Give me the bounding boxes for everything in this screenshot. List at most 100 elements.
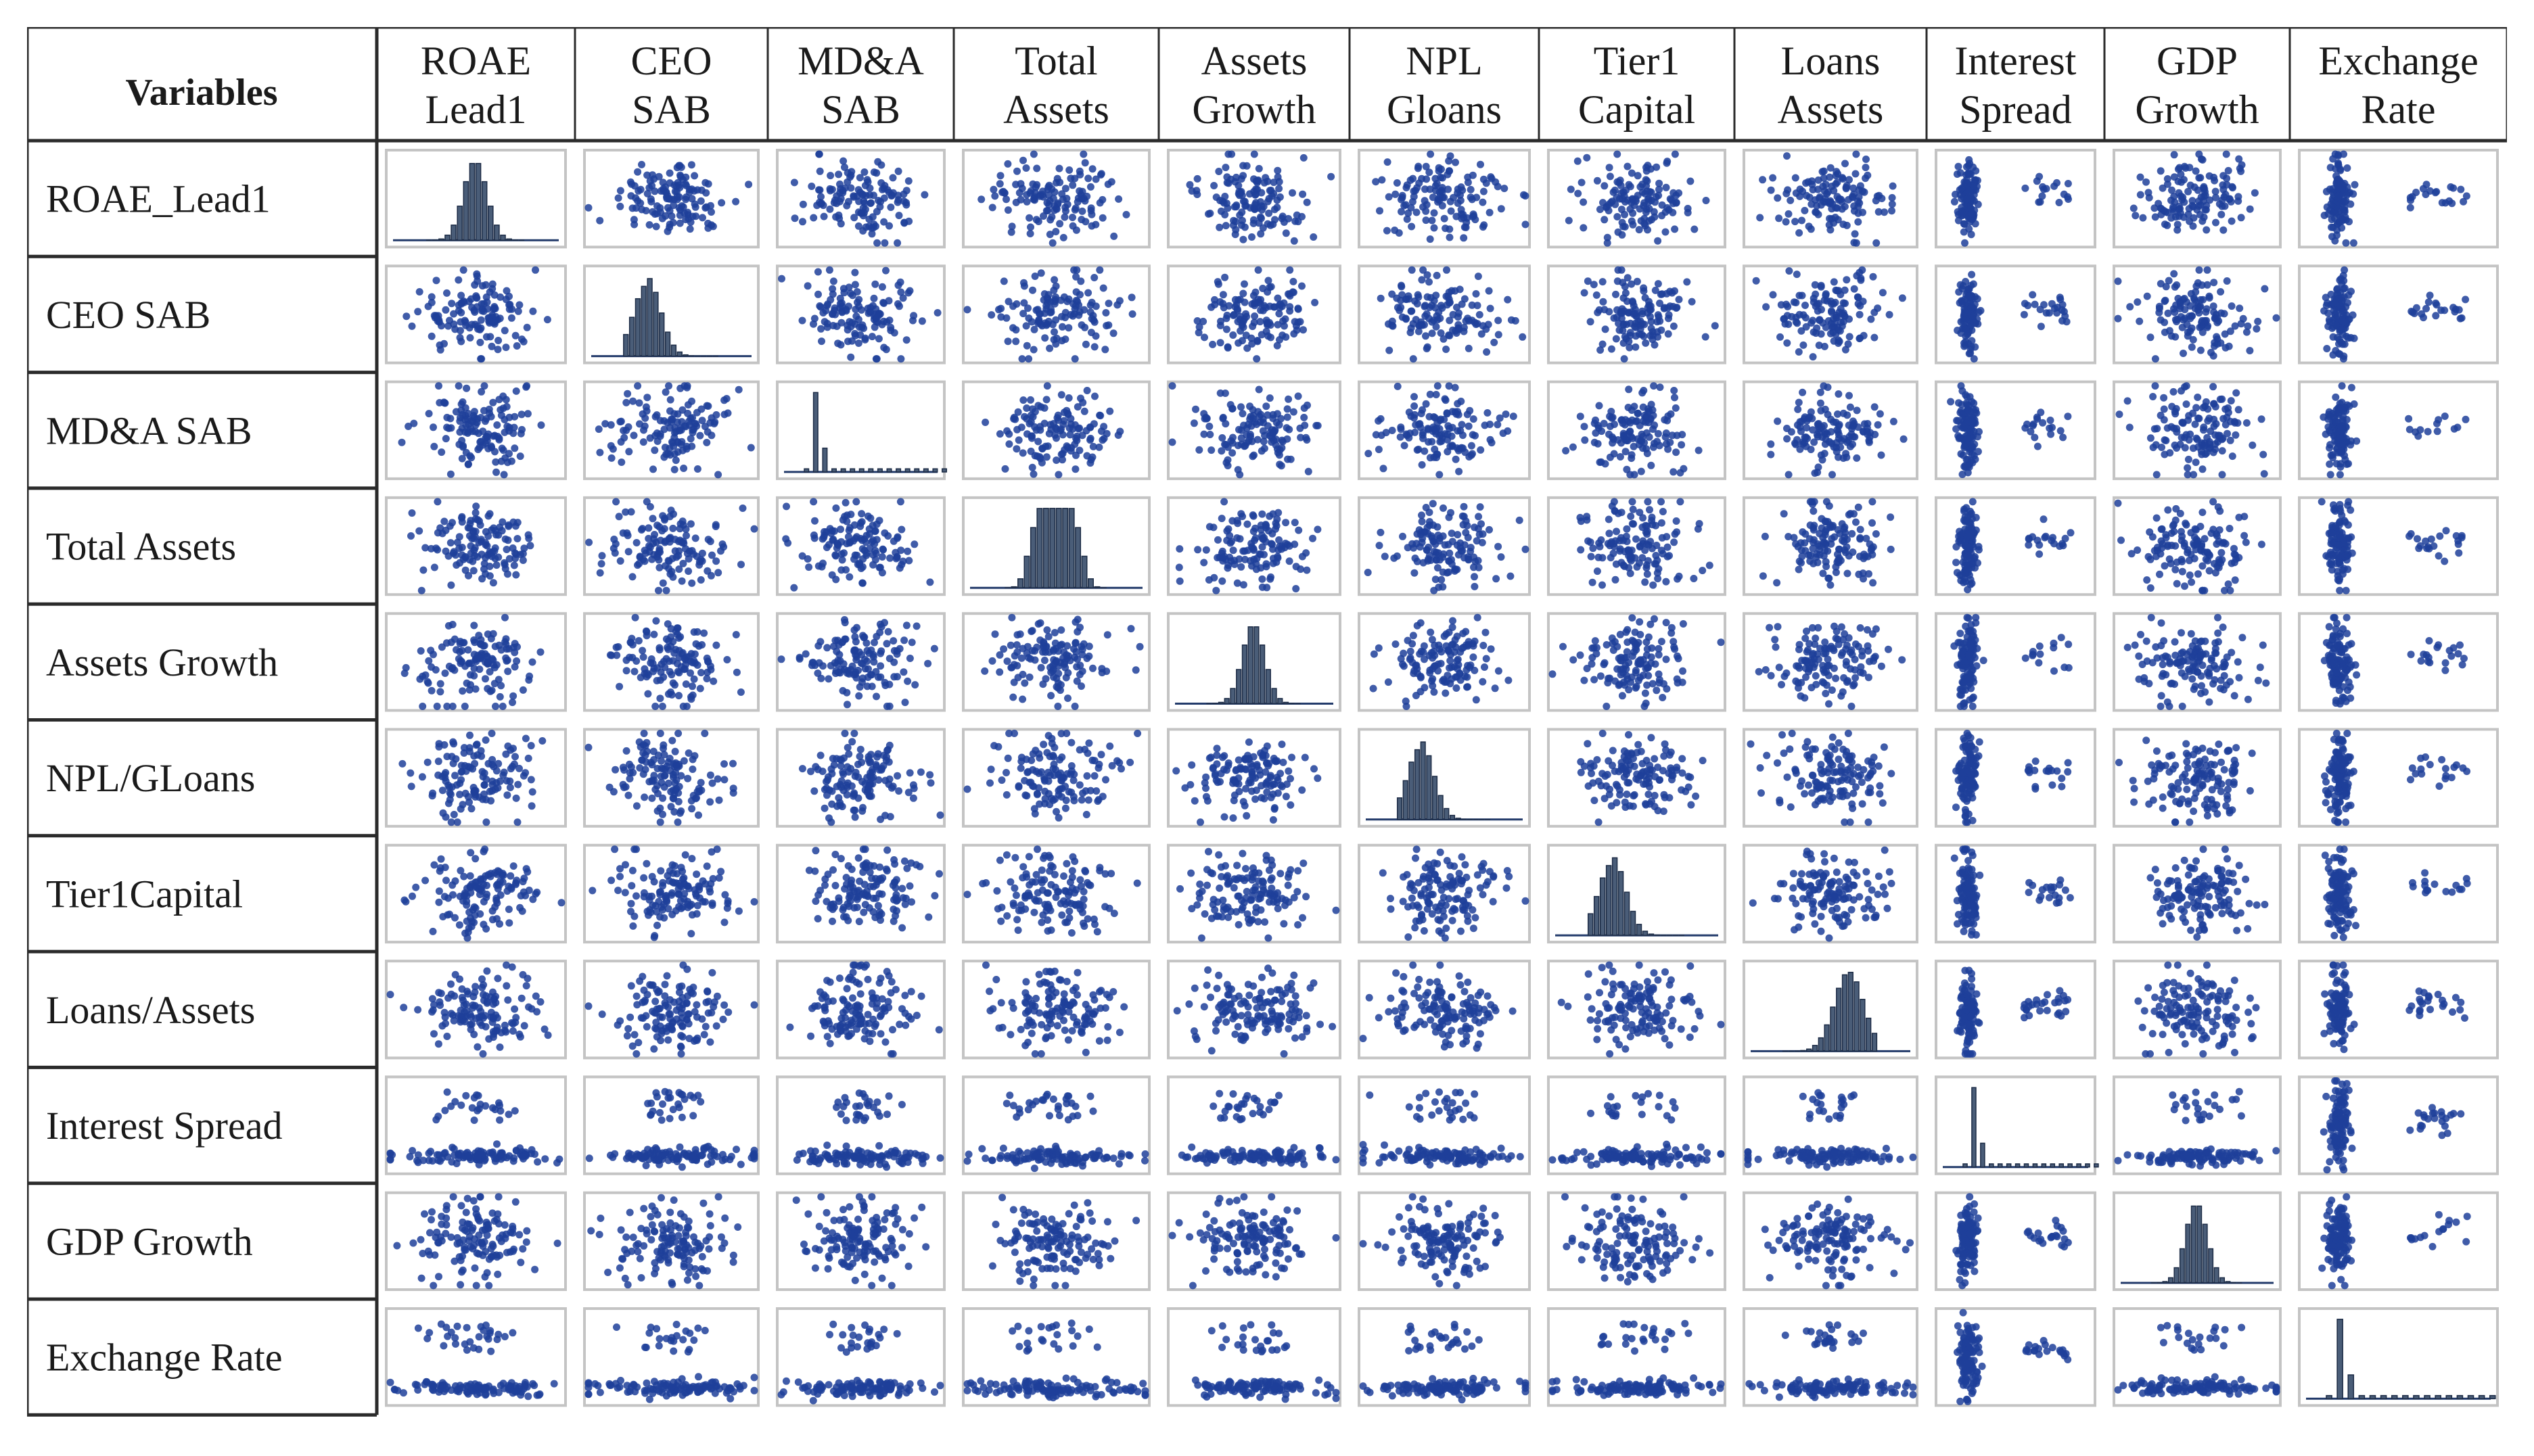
scatter-point — [2171, 410, 2180, 418]
scatter-point — [2201, 185, 2209, 193]
histogram-bar — [1023, 555, 1030, 588]
scatter-point — [1835, 195, 1843, 203]
scatter-point — [2342, 216, 2350, 224]
scatter-point — [2225, 195, 2233, 204]
scatter-point — [1776, 333, 1784, 341]
scatter-point — [851, 281, 859, 289]
scatter-point — [1397, 423, 1405, 431]
scatter-point — [435, 382, 442, 390]
scatter-point — [2182, 382, 2190, 390]
scatter-point — [1845, 176, 1853, 184]
scatter-point — [1443, 266, 1450, 274]
scatter-point — [1632, 310, 1639, 317]
scatter-point — [1862, 174, 1870, 183]
scatter-point — [1201, 333, 1208, 342]
scatter-point — [2249, 441, 2257, 449]
scatter-point — [1497, 205, 1505, 213]
scatter-point — [829, 322, 837, 329]
scatter-point — [876, 563, 884, 571]
scatter-point — [2037, 323, 2045, 331]
scatter-point — [1966, 170, 1974, 179]
scatter-point — [1955, 399, 1962, 407]
scatter-point — [543, 316, 551, 324]
histogram-bar — [487, 206, 494, 241]
scatter-point — [1432, 550, 1440, 559]
scatter-point — [1759, 572, 1767, 580]
scatter-point — [1856, 199, 1864, 207]
scatter-point — [442, 435, 450, 443]
scatter-point — [446, 470, 455, 478]
scatter-point — [1018, 355, 1026, 363]
scatter-point — [459, 266, 467, 274]
scatter-point — [687, 520, 695, 528]
scatter-point — [486, 563, 494, 570]
scatter-point — [2332, 393, 2340, 401]
scatter-point — [1423, 310, 1431, 318]
scatter-point — [1483, 409, 1492, 417]
scatter-point — [1797, 559, 1805, 567]
scatter-point — [1292, 585, 1300, 592]
scatter-point — [1257, 230, 1265, 238]
scatter-point — [2157, 167, 2165, 175]
scatter-point — [1478, 538, 1486, 546]
scatter-point — [665, 382, 672, 390]
scatter-point — [1826, 438, 1833, 446]
scatter-point — [1220, 304, 1228, 312]
scatter-point — [1625, 385, 1633, 394]
scatter-point — [1859, 208, 1866, 216]
scatter-point — [1383, 158, 1391, 166]
histogram-bar — [653, 291, 659, 357]
scatter-point — [1843, 411, 1851, 419]
scatter-point — [1801, 530, 1810, 538]
scatter-point — [2254, 317, 2262, 325]
scatter-point — [871, 527, 879, 535]
scatter-point — [1436, 192, 1444, 200]
scatter-point — [1958, 185, 1966, 193]
scatter-point — [408, 509, 416, 517]
scatter-point — [896, 278, 904, 286]
scatter-point — [1632, 195, 1640, 203]
scatter-point — [1001, 465, 1009, 473]
scatter-point — [2343, 461, 2351, 468]
scatter-point — [612, 498, 620, 506]
scatter-point — [1874, 208, 1883, 216]
scatter-point — [1262, 521, 1270, 530]
column-header-line: Interest — [1955, 39, 2077, 83]
cell-frame — [1547, 380, 1726, 480]
scatter-point — [1030, 470, 1038, 478]
scatter-point — [1657, 519, 1665, 527]
scatter-point — [698, 549, 706, 557]
scatter-point — [510, 561, 518, 569]
scatter-point — [1645, 433, 1653, 441]
scatter-point — [1446, 167, 1454, 175]
scatter-point — [1471, 431, 1479, 440]
scatter-point — [1828, 471, 1836, 479]
scatter-point — [1626, 344, 1634, 352]
scatter-point — [618, 459, 626, 466]
histogram-bar — [877, 468, 883, 473]
scatter-point — [1967, 204, 1975, 212]
scatter-point — [842, 307, 850, 315]
scatter-point — [1784, 302, 1792, 310]
scatter-point — [1195, 329, 1203, 337]
scatter-point — [1408, 222, 1416, 231]
scatter-point — [856, 323, 864, 331]
scatter-point — [885, 297, 893, 305]
scatter-point — [455, 440, 463, 448]
scatter-point — [1042, 396, 1051, 404]
scatter-point — [1654, 280, 1662, 288]
scatter-point — [2192, 434, 2201, 442]
scatter-point — [1296, 424, 1304, 432]
scatter-point — [1844, 340, 1852, 348]
scatter-point — [428, 298, 436, 306]
scatter-point — [811, 517, 819, 525]
histogram-bar — [904, 468, 911, 473]
scatter-point — [1451, 287, 1459, 295]
scatter-point — [1278, 302, 1286, 310]
scatter-point — [2338, 326, 2345, 333]
scatter-point — [2132, 212, 2140, 220]
scatter-point — [1856, 334, 1864, 342]
scatter-point — [1281, 315, 1289, 323]
scatter-point — [1809, 316, 1817, 325]
scatter-point — [1037, 269, 1045, 277]
